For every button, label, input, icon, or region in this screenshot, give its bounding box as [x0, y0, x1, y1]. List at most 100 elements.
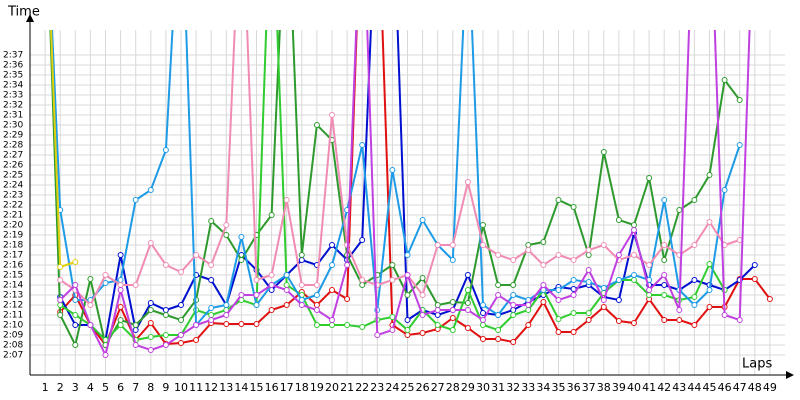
- point: [555, 329, 562, 335]
- point: [132, 342, 139, 348]
- point: [313, 292, 320, 298]
- point: [585, 252, 592, 258]
- point: [57, 264, 64, 270]
- y-tick-label: 2:36: [3, 61, 23, 71]
- point: [389, 167, 396, 173]
- point: [631, 320, 637, 326]
- point: [480, 336, 486, 342]
- x-tick-label: 21: [340, 381, 354, 394]
- point: [329, 317, 335, 323]
- x-tick-label: 37: [582, 381, 596, 394]
- point: [117, 287, 124, 293]
- point: [464, 272, 471, 278]
- point: [283, 272, 290, 278]
- point: [736, 317, 743, 323]
- point: [570, 257, 577, 263]
- point: [389, 314, 396, 320]
- point: [510, 282, 517, 288]
- point: [706, 219, 713, 225]
- point: [404, 332, 411, 338]
- point: [615, 277, 622, 283]
- x-tick-label: 46: [718, 381, 732, 394]
- point: [72, 322, 79, 328]
- point: [193, 322, 200, 328]
- point: [706, 287, 713, 293]
- point: [178, 302, 184, 308]
- point: [434, 307, 441, 313]
- y-tick-label: 2:23: [3, 191, 23, 201]
- x-tick-label: 48: [748, 381, 762, 394]
- x-tick-label: 7: [132, 381, 139, 394]
- y-tick-label: 2:33: [3, 91, 23, 101]
- y-tick-label: 2:27: [3, 151, 23, 161]
- point: [72, 312, 79, 318]
- point: [298, 297, 305, 303]
- point: [495, 292, 502, 298]
- y-tick-label: 2:35: [3, 71, 23, 81]
- y-tick-label: 2:18: [3, 241, 23, 251]
- point: [615, 318, 622, 324]
- x-tick-label: 35: [552, 381, 566, 394]
- y-tick-label: 2:31: [3, 111, 23, 121]
- point: [359, 277, 366, 283]
- x-tick-label: 32: [506, 381, 520, 394]
- point: [223, 312, 230, 318]
- point: [585, 267, 592, 273]
- point: [510, 257, 517, 263]
- point: [359, 237, 366, 243]
- point: [238, 257, 245, 263]
- point: [706, 261, 713, 267]
- point: [57, 302, 64, 308]
- point: [298, 282, 305, 288]
- point: [646, 287, 653, 293]
- point: [223, 232, 230, 238]
- y-tick-label: 2:19: [3, 231, 23, 241]
- y-tick-label: 2:16: [3, 261, 23, 271]
- point: [223, 222, 230, 228]
- point: [691, 277, 698, 283]
- point: [87, 276, 94, 282]
- point: [344, 322, 351, 328]
- point: [449, 299, 456, 305]
- point: [162, 332, 169, 338]
- point: [268, 212, 275, 218]
- point: [449, 315, 456, 321]
- point: [87, 322, 94, 328]
- point: [329, 262, 335, 268]
- point: [162, 312, 169, 318]
- point: [329, 112, 335, 118]
- point: [480, 302, 486, 308]
- point: [253, 292, 260, 298]
- point: [389, 277, 396, 283]
- point: [57, 297, 64, 303]
- y-tick-label: 2:34: [3, 81, 23, 91]
- point: [434, 322, 441, 328]
- point: [631, 222, 637, 228]
- y-tick-label: 2:25: [3, 171, 23, 181]
- point: [208, 218, 215, 224]
- point: [374, 332, 381, 338]
- point: [132, 327, 139, 333]
- point: [691, 197, 698, 203]
- x-tick-label: 27: [431, 381, 445, 394]
- point: [298, 257, 305, 263]
- x-tick-label: 6: [117, 381, 124, 394]
- point: [495, 282, 502, 288]
- point: [253, 277, 260, 283]
- x-tick-label: 28: [446, 381, 460, 394]
- point: [540, 262, 547, 268]
- point: [661, 257, 668, 263]
- point: [117, 282, 124, 288]
- point: [389, 262, 396, 268]
- point: [268, 272, 275, 278]
- x-tick-label: 17: [280, 381, 294, 394]
- point: [661, 272, 668, 278]
- point: [283, 287, 290, 293]
- point: [72, 259, 79, 265]
- point: [555, 287, 562, 293]
- point: [344, 296, 351, 302]
- point: [147, 320, 154, 326]
- point: [676, 207, 683, 213]
- point: [238, 321, 245, 327]
